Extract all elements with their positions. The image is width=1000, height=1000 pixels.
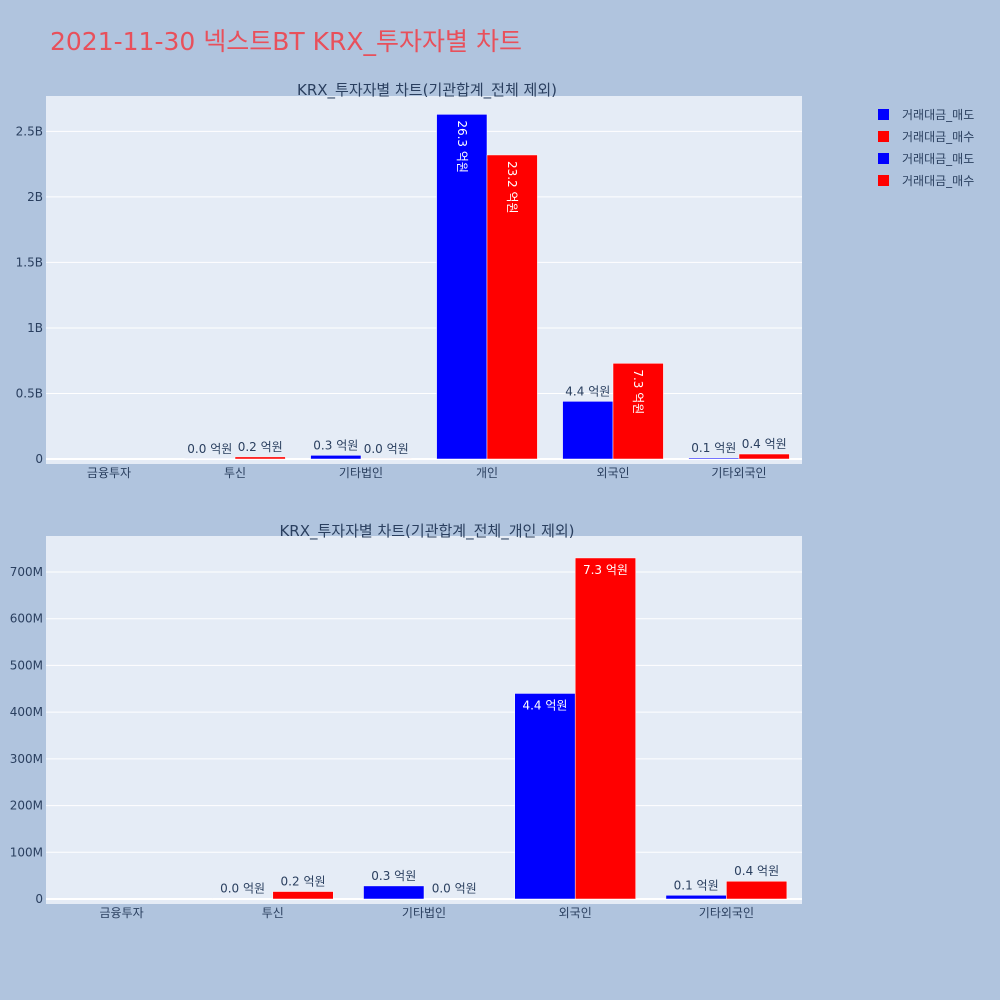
bar-buy — [234, 456, 286, 460]
data-label: 0.0 억원 — [364, 442, 409, 456]
bar-buy — [612, 363, 664, 460]
bar-sell — [514, 693, 576, 900]
chart-panel-2: 0 100M 200M 300M 400M 500M 600M 700M KRX_투자자별 차트… — [10, 522, 802, 920]
bar-sell — [310, 455, 362, 460]
legend-swatch — [878, 131, 889, 142]
x-tick-label: 개인 — [476, 466, 498, 480]
data-label: 0.4 억원 — [734, 864, 779, 878]
x-tick-label: 기타법인 — [339, 466, 383, 480]
legend-label: 거래대금_매수 — [902, 130, 974, 144]
legend-label: 거래대금_매수 — [902, 174, 974, 188]
data-label: 0.2 억원 — [281, 875, 326, 889]
bar-buy — [272, 891, 334, 900]
y-tick-label: 500M — [10, 658, 43, 672]
x-tick-label: 기타법인 — [402, 906, 446, 920]
data-label: 0.2 억원 — [238, 440, 283, 454]
data-label: 0.0 억원 — [187, 442, 232, 456]
y-tick-label: 0.5B — [16, 386, 43, 400]
bar-buy — [738, 453, 790, 460]
chart-title: KRX_투자자별 차트(기관합계_전체 제외) — [297, 81, 557, 100]
y-tick-label: 200M — [10, 799, 43, 813]
x-tick-label: 기타외국인 — [699, 906, 754, 920]
x-tick-label: 금융투자 — [100, 906, 144, 920]
x-tick-label: 투신 — [224, 466, 246, 480]
legend-swatch — [878, 175, 889, 186]
bar-buy — [574, 557, 636, 900]
y-tick-label: 2.5B — [16, 124, 43, 138]
y-tick-label: 1B — [27, 321, 43, 335]
legend-swatch — [878, 109, 889, 120]
y-tick-label: 0 — [35, 452, 43, 466]
legend-swatch — [878, 153, 889, 164]
y-tick-label: 100M — [10, 845, 43, 859]
data-label: 0.1 억원 — [674, 878, 719, 892]
data-label: 0.3 억원 — [371, 869, 416, 883]
bar-buy — [726, 880, 788, 900]
x-tick-label: 외국인 — [596, 466, 629, 480]
data-label: 7.3 억원 — [583, 563, 628, 577]
chart-title: KRX_투자자별 차트(기관합계_전체_개인 제외) — [279, 522, 574, 541]
plot-area — [46, 536, 802, 904]
bar-buy — [486, 154, 538, 460]
page-title: 2021-11-30 넥스트BT KRX_투자자별 차트 — [50, 27, 522, 56]
data-label: 4.4 억원 — [565, 384, 610, 398]
chart-panel-1: 0 0.5B 1B 1.5B 2B 2.5B KRX_투자자별 차트(기관합계_전체 제외)… — [16, 81, 802, 480]
legend-label: 거래대금_매도 — [902, 108, 974, 122]
y-tick-label: 1.5B — [16, 255, 43, 269]
bar-sell — [665, 895, 727, 900]
plot-area — [46, 96, 802, 464]
y-tick-label: 700M — [10, 565, 43, 579]
y-tick-label: 300M — [10, 752, 43, 766]
data-label: 23.2 억원 — [505, 161, 519, 214]
y-tick-label: 0 — [35, 892, 43, 906]
data-label: 0.4 억원 — [742, 437, 787, 451]
legend-label: 거래대금_매도 — [902, 152, 974, 166]
data-label: 0.1 억원 — [691, 441, 736, 455]
x-tick-label: 금융투자 — [87, 466, 131, 480]
y-tick-label: 400M — [10, 705, 43, 719]
bar-sell — [562, 401, 614, 460]
data-label: 0.3 억원 — [313, 438, 358, 452]
x-tick-label: 투신 — [262, 906, 284, 920]
y-tick-label: 2B — [27, 190, 43, 204]
bar-sell — [688, 457, 740, 460]
data-label: 7.3 억원 — [631, 369, 645, 414]
data-label: 4.4 억원 — [522, 698, 567, 712]
data-label: 0.0 억원 — [432, 882, 477, 896]
x-tick-label: 외국인 — [559, 906, 592, 920]
bar-sell — [363, 885, 425, 900]
x-tick-label: 기타외국인 — [711, 466, 766, 480]
y-tick-label: 600M — [10, 612, 43, 626]
data-label: 26.3 억원 — [455, 120, 469, 173]
data-label: 0.0 억원 — [220, 882, 265, 896]
